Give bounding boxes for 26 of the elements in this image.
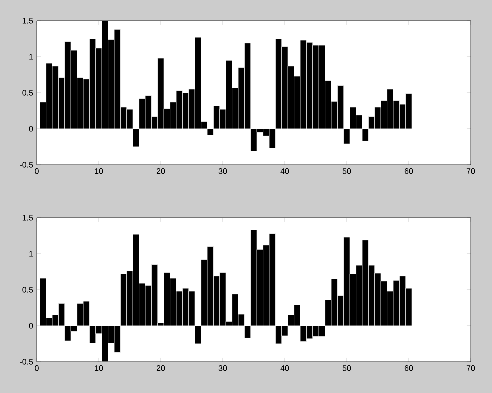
y-tick-label: -0.5 <box>20 359 34 365</box>
y-tick-label: 0.5 <box>22 287 34 293</box>
x-tick-label: 10 <box>95 168 104 174</box>
y-tick-label: 1 <box>30 54 34 60</box>
y-tick-label: 1.5 <box>22 215 34 221</box>
x-tick-label: 60 <box>404 168 414 174</box>
y-tick-label: 0 <box>29 323 34 329</box>
x-tick-label: 70 <box>466 168 476 174</box>
y-tick-label: 1 <box>30 251 34 257</box>
x-tick-label: 0 <box>35 366 39 372</box>
y-tick-label: -0.5 <box>20 162 34 168</box>
x-tick-label: 40 <box>280 366 290 372</box>
x-tick-label: 50 <box>342 168 352 174</box>
x-tick-label: 0 <box>35 168 39 174</box>
x-tick-label: 50 <box>342 366 352 372</box>
x-tick-label: 20 <box>156 366 166 372</box>
x-tick-label: 40 <box>280 168 290 174</box>
x-tick-label: 10 <box>95 366 104 372</box>
y-tick-label: 0 <box>29 126 34 132</box>
y-tick-label: 0.5 <box>22 90 34 96</box>
x-tick-label: 30 <box>218 366 228 372</box>
x-tick-label: 30 <box>218 168 228 174</box>
y-tick-label: 1.5 <box>22 18 34 24</box>
x-tick-label: 70 <box>466 366 476 372</box>
x-tick-label: 60 <box>404 366 414 372</box>
x-tick-label: 20 <box>156 168 166 174</box>
